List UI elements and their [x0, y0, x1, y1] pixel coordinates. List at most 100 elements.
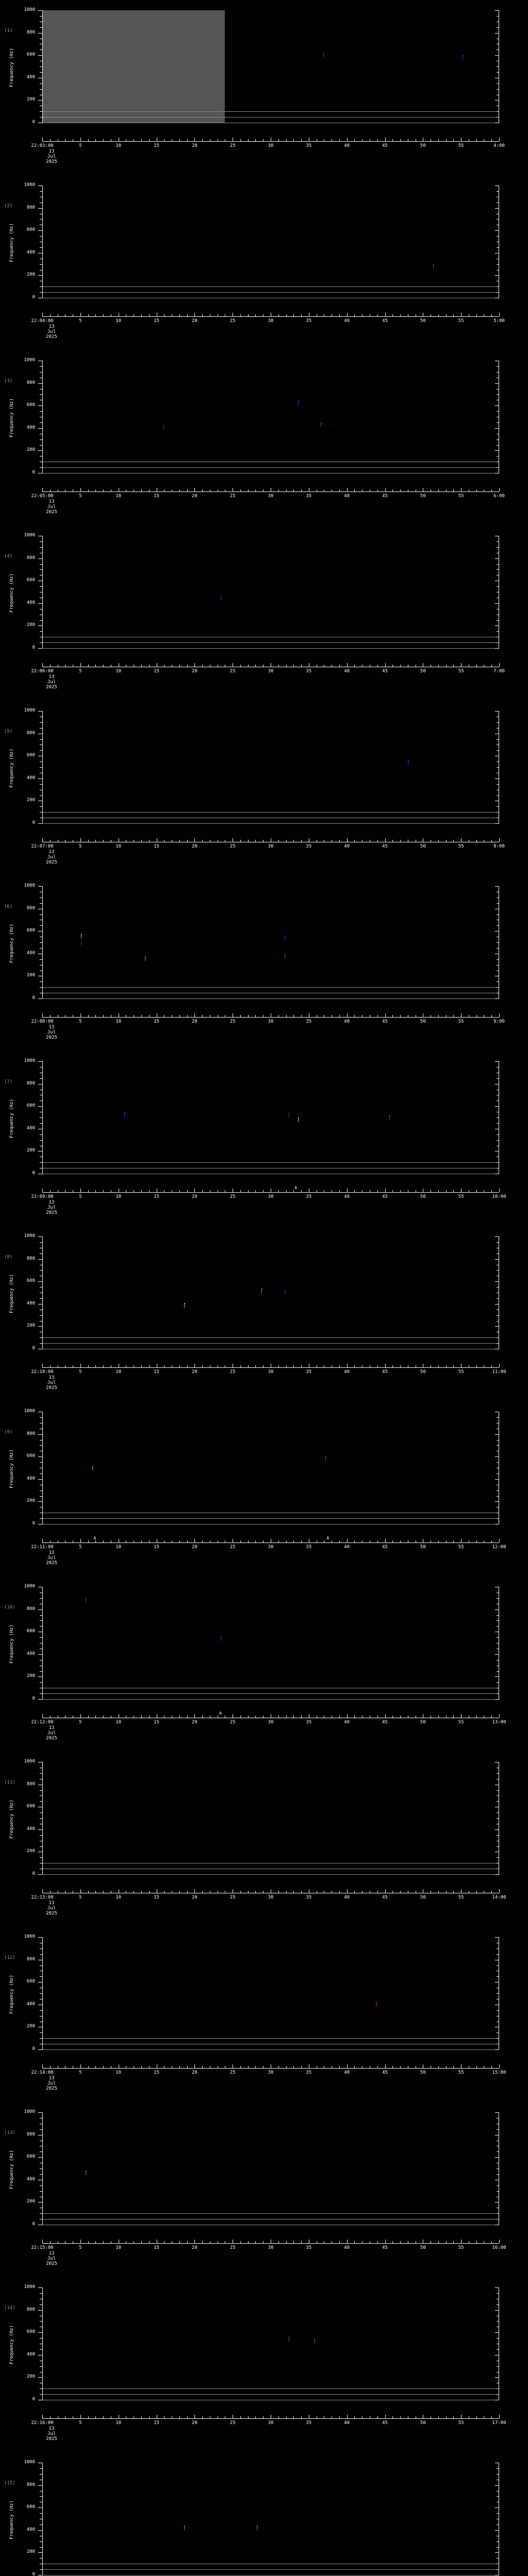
y-axis-tick-right: [497, 467, 499, 468]
x-axis-tick-label: 40: [344, 1545, 350, 1550]
y-axis-tick: [38, 208, 42, 209]
detection-mark[interactable]: [325, 1456, 326, 1462]
plot-area[interactable]: [42, 1937, 499, 2050]
x-axis-tick: [392, 1015, 393, 1017]
x-axis-tick: [202, 1190, 203, 1192]
axis-annotation-marker: A: [93, 1536, 96, 1540]
x-axis-tick-label: 20: [191, 1369, 197, 1375]
x-axis-tick: [392, 1190, 393, 1192]
plot-area[interactable]: [42, 886, 499, 999]
spectrogram-panel: 0 200 400 600 800 1000 (12) Frequency (Hz) 22:14…: [0, 1935, 528, 2106]
detection-mark[interactable]: [184, 2526, 185, 2531]
x-axis-tick: [88, 1540, 89, 1543]
x-axis-tick: [50, 1540, 51, 1543]
x-axis-tick: [476, 1540, 477, 1543]
y-axis-tick: [38, 10, 42, 11]
y-axis-tick: [40, 111, 42, 112]
plot-area[interactable]: [42, 1236, 499, 1349]
y-axis-tick-right: [497, 642, 499, 643]
plot-area[interactable]: [42, 2112, 499, 2225]
x-axis-tick: [392, 2241, 393, 2243]
x-axis-tick: [194, 488, 195, 492]
y-axis-tick-right: [497, 111, 499, 112]
plot-area[interactable]: [42, 10, 499, 123]
y-axis-tick: [40, 2541, 42, 2542]
x-axis-tick: [346, 1539, 348, 1543]
x-axis-tick: [255, 1716, 256, 1718]
x-axis-tick: [301, 665, 302, 667]
detection-mark[interactable]: [163, 426, 164, 431]
x-axis-tick-label: 20: [191, 1895, 197, 1900]
y-axis-title: Frequency (Hz): [9, 223, 14, 262]
detection-mark[interactable]: [184, 1302, 185, 1308]
y-axis-tick-right: [497, 2117, 499, 2119]
x-axis-tick-label: 5: [79, 1895, 82, 1900]
y-axis-line: [42, 1587, 43, 1699]
y-axis-tick-right: [495, 1106, 499, 1107]
detection-mark[interactable]: [124, 1112, 125, 1117]
detection-mark[interactable]: [92, 1465, 93, 1470]
spectrogram-panel: 0 200 400 600 800 1000 (6) Frequency (Hz) 22:08:…: [0, 884, 528, 1055]
y-axis-tick-right: [497, 202, 499, 203]
x-axis-tick-label: 10: [116, 494, 122, 499]
plot-area[interactable]: [42, 1762, 499, 1875]
x-axis-tick-label: 22:12:00: [31, 1720, 54, 1725]
detection-mark[interactable]: [298, 401, 299, 406]
x-axis-tick: [286, 1540, 287, 1543]
x-axis-tick: [392, 1365, 393, 1367]
x-axis-tick: [50, 489, 51, 492]
date-line: 2025: [46, 1210, 57, 1215]
x-axis-tick-label: 5: [79, 1545, 82, 1550]
x-axis-tick: [499, 2240, 500, 2243]
y-axis-tick: [40, 1801, 42, 1802]
y-axis-tick-label: 200: [26, 973, 35, 978]
y-axis-tick-right: [497, 1693, 499, 1694]
detection-point: [81, 942, 82, 943]
plot-area[interactable]: [42, 2287, 499, 2400]
y-axis-tick: [40, 2174, 42, 2175]
detection-mark[interactable]: [433, 264, 434, 269]
plot-area[interactable]: [42, 185, 499, 298]
date-line: 2025: [46, 510, 57, 515]
x-axis-tick: [278, 2416, 279, 2418]
y-axis-tick-label: 1000: [24, 1409, 35, 1414]
plot-area[interactable]: [42, 2463, 499, 2575]
x-axis-tick-label: 16:00: [492, 2245, 506, 2250]
x-axis-tick: [148, 2241, 150, 2243]
plot-area[interactable]: [42, 1061, 499, 1174]
date-line: Jul: [47, 329, 56, 334]
plot-area[interactable]: [42, 1587, 499, 1700]
plot-area[interactable]: [42, 711, 499, 824]
date-line: Jul: [47, 1906, 56, 1911]
y-axis-tick: [40, 2168, 42, 2169]
y-axis-tick-right: [495, 2157, 499, 2158]
detection-point: [86, 2171, 87, 2172]
detection-mark[interactable]: [261, 1289, 262, 1294]
y-axis-tick-right: [497, 1078, 499, 1079]
plot-area[interactable]: [42, 361, 499, 473]
x-axis-tick-label: 17:00: [492, 2420, 506, 2426]
detection-mark[interactable]: [323, 53, 324, 58]
x-axis-tick: [194, 838, 195, 842]
x-axis-tick: [491, 139, 492, 141]
y-axis-tick-right: [497, 2394, 499, 2395]
x-axis-tick: [255, 489, 256, 492]
y-axis-tick-label: 0: [32, 645, 35, 650]
y-axis-tick-right: [497, 2293, 499, 2294]
detection-mark[interactable]: [389, 1115, 390, 1120]
y-axis-tick-right: [497, 942, 499, 943]
x-axis-tick: [301, 2241, 302, 2243]
x-axis-tick-label: 30: [268, 669, 274, 674]
y-axis-tick: [40, 1671, 42, 1672]
y-axis-tick-right: [497, 914, 499, 915]
plot-area[interactable]: [42, 1412, 499, 1524]
detection-mark[interactable]: [298, 1117, 299, 1122]
x-axis-tick: [385, 1539, 386, 1543]
x-axis-tick: [187, 139, 188, 141]
plot-area[interactable]: [42, 536, 499, 649]
y-axis-tick: [38, 1676, 42, 1677]
x-axis-tick: [103, 2066, 104, 2068]
x-axis-tick-label: 40: [344, 1369, 350, 1375]
detection-mark[interactable]: [314, 2339, 315, 2344]
y-axis-tick-right: [497, 2168, 499, 2169]
